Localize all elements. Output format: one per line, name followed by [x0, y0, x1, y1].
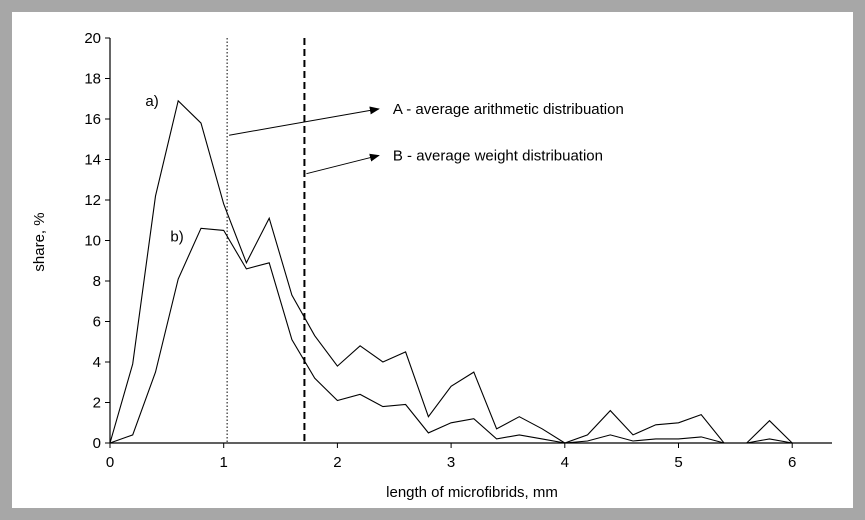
series-line-a — [109, 99, 793, 444]
y-tick-label: 10 — [84, 233, 101, 250]
x-tick-label: 2 — [333, 454, 341, 471]
series-label-b: b) — [170, 228, 183, 245]
y-tick-label: 2 — [93, 395, 101, 412]
annotation-arrow-b — [306, 153, 380, 175]
annotation-label-a: A - average arithmetic distribuation — [393, 101, 624, 118]
x-tick-label: 0 — [106, 454, 114, 471]
y-tick-label: 6 — [93, 314, 101, 331]
reference-lines — [226, 38, 306, 443]
y-tick-label: 4 — [93, 354, 101, 371]
x-tick-label: 3 — [447, 454, 455, 471]
x-axis-label: length of microfibrids, mm — [386, 484, 558, 501]
y-tick-label: 20 — [84, 30, 101, 47]
y-axis-label: share, % — [31, 212, 48, 271]
x-tick-label: 1 — [220, 454, 228, 471]
annotation-arrow-a — [229, 106, 380, 136]
y-tick-label: 16 — [84, 111, 101, 128]
axes — [109, 38, 832, 444]
x-tick-label: 4 — [561, 454, 569, 471]
y-tick-label: 12 — [84, 192, 101, 209]
y-tick-label: 8 — [93, 273, 101, 290]
y-tick-label: 14 — [84, 152, 101, 169]
y-tick-label: 0 — [93, 435, 101, 452]
series-label-a: a) — [145, 93, 158, 110]
annotation-label-b: B - average weight distribuation — [393, 147, 603, 164]
series-lines: a) b) — [109, 93, 793, 444]
annotations: A - average arithmetic distribuation B - … — [229, 101, 624, 175]
x-tick-label: 5 — [674, 454, 682, 471]
x-tick-label: 6 — [788, 454, 796, 471]
series-line-b — [109, 227, 793, 444]
y-tick-label: 18 — [84, 71, 101, 88]
